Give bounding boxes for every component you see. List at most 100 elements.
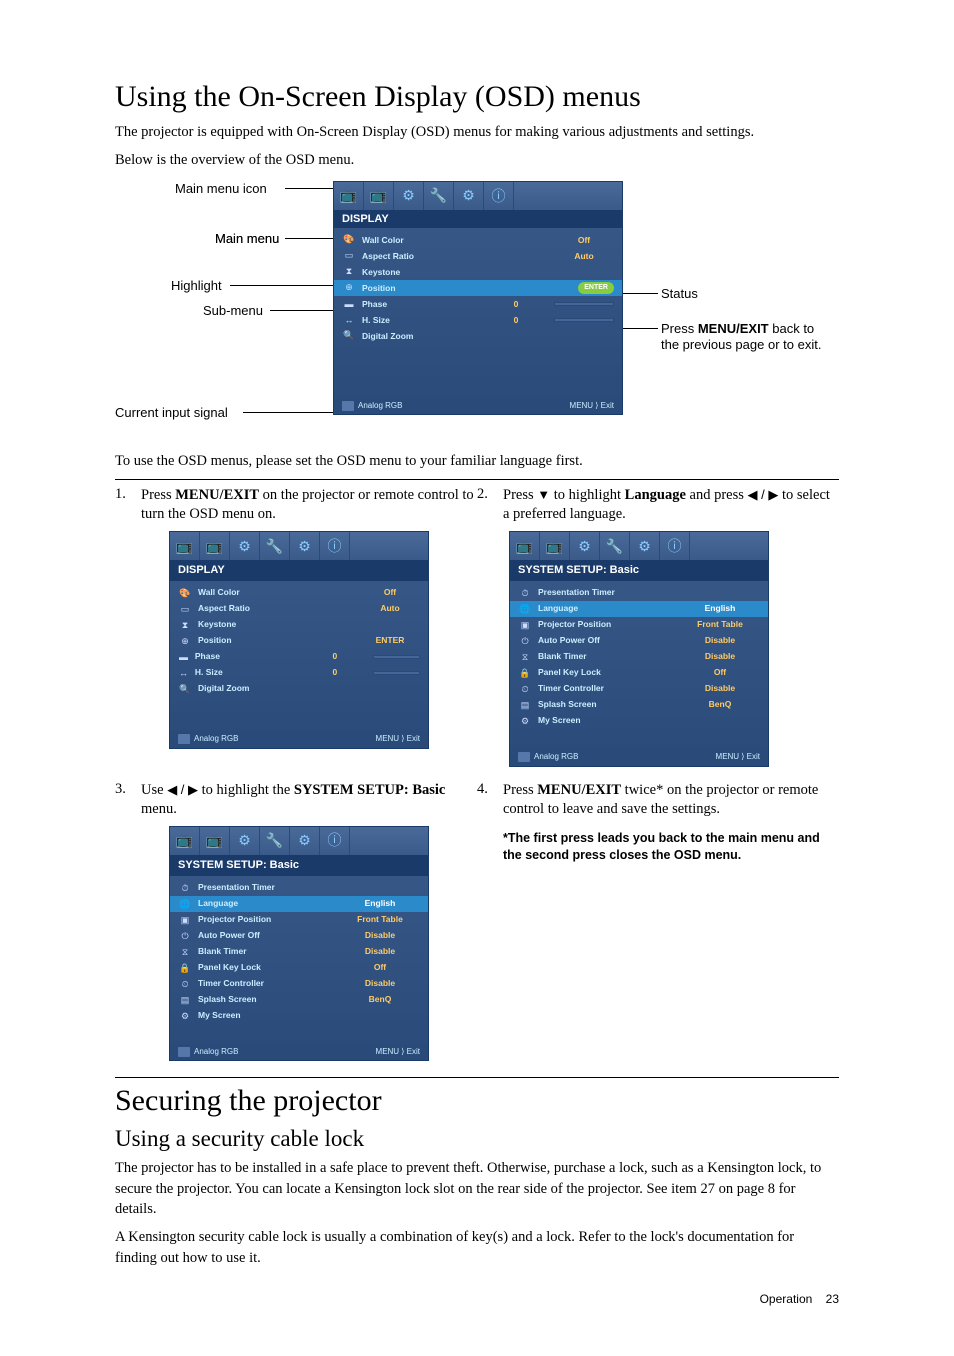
callout-sub-menu: Sub-menu bbox=[203, 303, 263, 318]
row-icon: ⏲ bbox=[518, 683, 532, 695]
row-label: Aspect Ratio bbox=[362, 251, 472, 261]
osd-footer: Analog RGB MENU ⟩ Exit bbox=[334, 398, 622, 414]
row-icon: ⧖ bbox=[518, 651, 532, 663]
osd-tabs: 📺📺⚙🔧⚙ⓘ bbox=[334, 182, 622, 210]
osd-row: ▭Aspect RatioAuto bbox=[334, 248, 622, 264]
row-icon: ↔ bbox=[178, 667, 189, 679]
osd-row: ▣Projector PositionFront Table bbox=[170, 912, 428, 928]
osd-row: ⚙My Screen bbox=[170, 1008, 428, 1024]
enter-badge: ENTER bbox=[578, 282, 614, 294]
osd-row: ⏲Timer ControllerDisable bbox=[510, 681, 768, 697]
osd-tab: 📺 bbox=[170, 532, 200, 560]
osd-row: ▤Splash ScreenBenQ bbox=[510, 697, 768, 713]
row-label: Position bbox=[362, 283, 472, 293]
osd-tab: ⚙ bbox=[230, 532, 260, 560]
osd-row: 🎨Wall ColorOff bbox=[334, 232, 622, 248]
intro-text-1: The projector is equipped with On-Screen… bbox=[115, 122, 839, 142]
osd-panel-step2: 📺📺⚙🔧⚙ⓘ SYSTEM SETUP: Basic ⏱Presentation… bbox=[509, 531, 769, 767]
row-icon: ▭ bbox=[342, 250, 356, 262]
page-title-1: Using the On-Screen Display (OSD) menus bbox=[115, 80, 839, 114]
osd-body: 🎨Wall ColorOff▭Aspect RatioAuto⧗Keystone… bbox=[334, 228, 622, 348]
row-label: Splash Screen bbox=[198, 994, 308, 1005]
osd-panel-step1: 📺📺⚙🔧⚙ⓘ DISPLAY 🎨Wall ColorOff▭Aspect Rat… bbox=[169, 531, 429, 749]
divider-1 bbox=[115, 479, 839, 480]
row-value: Front Table bbox=[680, 619, 760, 630]
row-label: Wall Color bbox=[198, 587, 308, 598]
row-icon: ▤ bbox=[178, 994, 192, 1006]
row-label: Language bbox=[538, 603, 648, 614]
row-value: 0 bbox=[305, 667, 365, 678]
step-3-num: 3. bbox=[115, 781, 141, 1062]
osd-row: ⧗ Keystone bbox=[334, 264, 622, 280]
row-label: Phase bbox=[195, 651, 305, 662]
row-label: Auto Power Off bbox=[538, 635, 648, 646]
row-value: Off bbox=[554, 235, 614, 245]
osd-row: ⊕PositionENTER bbox=[170, 633, 428, 649]
row-value: Disable bbox=[340, 930, 420, 941]
osd-row: ⧖Blank TimerDisable bbox=[170, 944, 428, 960]
row-label: Keystone bbox=[362, 267, 472, 277]
osd-row: ⏱Presentation Timer bbox=[170, 880, 428, 896]
osd-tab: ⚙ bbox=[630, 532, 660, 560]
osd-panel-main: 📺📺⚙🔧⚙ⓘ DISPLAY 🎨Wall ColorOff▭Aspect Rat… bbox=[333, 181, 623, 415]
row-slider bbox=[554, 318, 614, 322]
page-title-3: Using a security cable lock bbox=[115, 1126, 839, 1152]
osd-panel-step3: 📺📺⚙🔧⚙ⓘ SYSTEM SETUP: Basic ⏱Presentation… bbox=[169, 826, 429, 1062]
osd-tab: 🔧 bbox=[260, 827, 290, 855]
row-label: Language bbox=[198, 898, 308, 909]
row-label: Blank Timer bbox=[538, 651, 648, 662]
osd-tab: ⓘ bbox=[484, 182, 514, 210]
step-1-num: 1. bbox=[115, 486, 141, 767]
osd-row: ▬Phase0 bbox=[334, 296, 622, 312]
row-icon: ↔ bbox=[342, 314, 356, 326]
osd-tab: 📺 bbox=[364, 182, 394, 210]
osd-tab: 🔧 bbox=[424, 182, 454, 210]
row-value: ENTER bbox=[360, 635, 420, 646]
row-slider bbox=[554, 302, 614, 306]
row-label: Splash Screen bbox=[538, 699, 648, 710]
callout-current-input: Current input signal bbox=[115, 405, 228, 420]
row-label: H. Size bbox=[195, 667, 305, 678]
row-icon: 🌐 bbox=[518, 603, 532, 615]
osd-tab: 📺 bbox=[540, 532, 570, 560]
row-value: Disable bbox=[680, 683, 760, 694]
osd-tab: ⚙ bbox=[290, 827, 320, 855]
osd-row: ▣Projector PositionFront Table bbox=[510, 617, 768, 633]
osd-row: 🔍Digital Zoom bbox=[334, 328, 622, 344]
osd-tab: 🔧 bbox=[260, 532, 290, 560]
row-icon: 🔍 bbox=[178, 683, 192, 695]
row-icon: ⊕ bbox=[178, 635, 192, 647]
row-label: Aspect Ratio bbox=[198, 603, 308, 614]
divider-2 bbox=[115, 1077, 839, 1078]
steps-grid: 1. Press MENU/EXIT on the projector or r… bbox=[115, 486, 839, 1062]
row-label: Keystone bbox=[198, 619, 308, 630]
osd-row: ⊕PositionENTER bbox=[334, 280, 622, 296]
osd-tab: 📺 bbox=[200, 532, 230, 560]
row-label: Phase bbox=[362, 299, 472, 309]
osd-row: ↔ H. Size0 bbox=[170, 665, 428, 681]
osd-tab: ⚙ bbox=[230, 827, 260, 855]
row-value: English bbox=[680, 603, 760, 614]
row-icon: ⧖ bbox=[178, 946, 192, 958]
page-footer: Operation 23 bbox=[760, 1292, 839, 1306]
row-label: Auto Power Off bbox=[198, 930, 308, 941]
osd-tab: ⓘ bbox=[660, 532, 690, 560]
row-value: Disable bbox=[340, 978, 420, 989]
row-icon: ▣ bbox=[518, 619, 532, 631]
row-icon: ▭ bbox=[178, 603, 192, 615]
row-slider bbox=[373, 655, 420, 659]
row-icon: ⧗ bbox=[342, 266, 356, 278]
osd-tab: 📺 bbox=[334, 182, 364, 210]
step-3-text: Use ◀ / ▶ to highlight the SYSTEM SETUP:… bbox=[141, 781, 477, 1062]
callout-main-menu: Main menu bbox=[215, 181, 279, 196]
page-title-2: Securing the projector bbox=[115, 1084, 839, 1118]
row-icon: 🔒 bbox=[518, 667, 532, 679]
row-icon: ▬ bbox=[342, 298, 356, 310]
step-2-num: 2. bbox=[477, 486, 503, 767]
osd-tab: ⓘ bbox=[320, 532, 350, 560]
row-label: My Screen bbox=[538, 715, 648, 726]
row-value: Auto bbox=[360, 603, 420, 614]
input-icon bbox=[342, 401, 354, 411]
row-label: Panel Key Lock bbox=[198, 962, 308, 973]
osd-row: ⚙My Screen bbox=[510, 713, 768, 729]
